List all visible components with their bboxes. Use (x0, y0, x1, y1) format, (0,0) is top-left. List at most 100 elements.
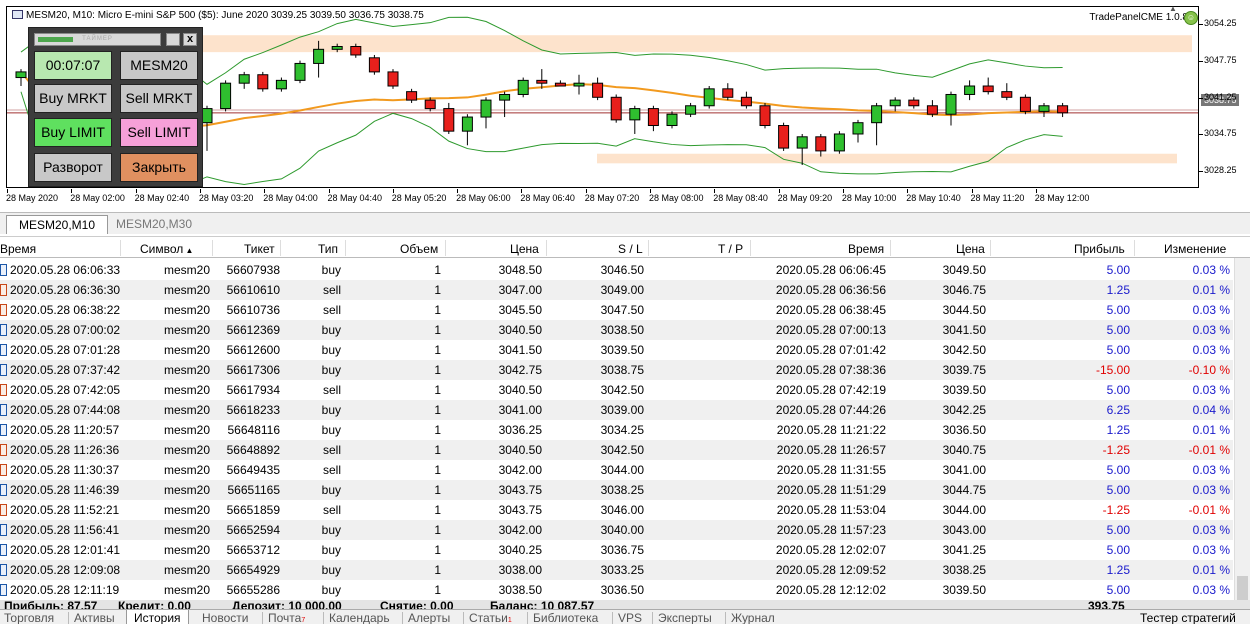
column-divider[interactable] (345, 240, 346, 256)
table-cell: 5.00 (1106, 383, 1130, 397)
column-header[interactable]: Изменение (1164, 242, 1227, 256)
candle-body (815, 136, 827, 152)
price-axis-label: 3054.25 (1204, 18, 1237, 29)
column-header[interactable]: Время (848, 242, 885, 256)
chart-tab-m30[interactable]: MESM20,M30 (116, 217, 193, 231)
table-row[interactable]: 2020.05.28 07:42:05 mesm20 56617934 sell 1 30… (0, 380, 1233, 400)
toolbox-tab[interactable]: Статьи1 (469, 610, 512, 624)
toolbox-tab[interactable]: История (126, 610, 189, 624)
table-row[interactable]: 2020.05.28 12:09:08 mesm20 56654929 buy 1 303… (0, 560, 1233, 580)
chart-plot-area[interactable] (6, 6, 1199, 188)
table-cell: 1 (434, 463, 441, 477)
table-cell: buy (321, 263, 341, 277)
table-row[interactable]: 2020.05.28 07:00:02 mesm20 56612369 buy 1 304… (0, 320, 1233, 340)
column-divider[interactable] (546, 240, 547, 256)
table-row[interactable]: 2020.05.28 11:52:21 mesm20 56651859 sell 1 30… (0, 500, 1233, 520)
column-header[interactable]: Объем (400, 242, 439, 256)
toolbox-tab[interactable]: Журнал (731, 610, 775, 624)
column-header[interactable]: Символ ▲ (140, 242, 194, 256)
column-divider[interactable] (1134, 240, 1135, 256)
table-cell: buy (321, 563, 341, 577)
chart-tab-m10[interactable]: MESM20,M10 (6, 215, 109, 234)
sell-market-button[interactable]: Sell MRKT (120, 84, 198, 113)
expert-smile-icon[interactable]: ☺ (1184, 11, 1198, 25)
table-row[interactable]: 2020.05.28 11:46:39 mesm20 56651165 buy 1 304… (0, 480, 1233, 500)
candle (257, 71, 269, 92)
candle-body (647, 108, 659, 127)
column-header[interactable]: T / P (718, 242, 744, 256)
candle (945, 91, 957, 126)
buy-limit-button[interactable]: Buy LIMIT (34, 118, 112, 147)
time-axis-tick (135, 189, 137, 193)
strategy-tester-tab[interactable]: Тестер стратегий (1140, 611, 1236, 624)
scrollbar-thumb[interactable] (1237, 576, 1248, 606)
column-divider[interactable] (750, 240, 751, 256)
table-row[interactable]: 2020.05.28 06:38:22 mesm20 56610736 sell 1 30… (0, 300, 1233, 320)
toolbox-tab[interactable]: Торговля (4, 610, 54, 624)
table-cell: 1 (434, 323, 441, 337)
table-row[interactable]: 2020.05.28 07:01:28 mesm20 56612600 buy 1 304… (0, 340, 1233, 360)
column-divider[interactable] (648, 240, 649, 256)
candle-body (201, 108, 213, 124)
column-header[interactable]: Цена (956, 242, 985, 256)
table-cell: 2020.05.28 11:46:39 (10, 483, 120, 497)
table-row[interactable]: 2020.05.28 11:20:57 mesm20 56648116 buy 1 303… (0, 420, 1233, 440)
vertical-scrollbar[interactable] (1234, 258, 1250, 608)
candle-body (238, 74, 250, 84)
close-position-button[interactable]: Закрыть (120, 153, 198, 182)
toolbox-tab[interactable]: Новости (202, 610, 248, 624)
column-header[interactable]: Тип (318, 242, 339, 256)
toolbox-tab[interactable]: Алерты (408, 610, 450, 624)
table-row[interactable]: 2020.05.28 07:44:08 mesm20 56618233 buy 1 304… (0, 400, 1233, 420)
time-axis-tick (778, 189, 780, 193)
candle-body (313, 48, 325, 64)
toolbox-tab[interactable]: Активы (74, 610, 115, 624)
candle (15, 69, 27, 87)
table-row[interactable]: 2020.05.28 11:56:41 mesm20 56652594 buy 1 304… (0, 520, 1233, 540)
toolbox-tab[interactable]: Календарь (329, 610, 390, 624)
toolbox-tab[interactable]: Эксперты (658, 610, 712, 624)
table-cell: 1 (434, 283, 441, 297)
table-row[interactable]: 2020.05.28 06:06:33 mesm20 56607938 buy 1 304… (0, 260, 1233, 280)
candle (778, 122, 790, 151)
table-row[interactable]: 2020.05.28 11:26:36 mesm20 56648892 sell 1 30… (0, 440, 1233, 460)
toolbox-tab[interactable]: Библиотека (533, 610, 598, 624)
table-row[interactable]: 2020.05.28 12:11:19 mesm20 56655286 buy 1 303… (0, 580, 1233, 600)
column-divider[interactable] (212, 240, 213, 256)
panel-close-button[interactable]: x (183, 33, 197, 46)
column-header[interactable]: Время (0, 242, 37, 256)
panel-minimize-button[interactable] (166, 33, 180, 46)
table-cell: 56652594 (226, 523, 280, 537)
table-row[interactable]: 2020.05.28 07:37:42 mesm20 56617306 buy 1 304… (0, 360, 1233, 380)
column-header[interactable]: Тикет (244, 242, 275, 256)
column-divider[interactable] (990, 240, 991, 256)
column-header[interactable]: Прибыль (1074, 242, 1125, 256)
symbol-button[interactable]: MESM20 (120, 51, 198, 80)
candle-body (424, 99, 436, 110)
table-row[interactable]: 2020.05.28 06:36:30 mesm20 56610610 sell 1 30… (0, 280, 1233, 300)
column-header[interactable]: Цена (510, 242, 539, 256)
trade-panel[interactable]: ТАЙМЕР x 00:07:07 MESM20 Buy MRKT Sell M… (28, 27, 203, 187)
column-divider[interactable] (280, 240, 281, 256)
column-divider[interactable] (445, 240, 446, 256)
reverse-button[interactable]: Разворот (34, 153, 112, 182)
toolbox-tab[interactable]: Почта7 (268, 610, 305, 624)
table-row[interactable]: 2020.05.28 11:30:37 mesm20 56649435 sell 1 30… (0, 460, 1233, 480)
sell-limit-button[interactable]: Sell LIMIT (120, 118, 198, 147)
table-cell: -1.25 (1102, 443, 1130, 457)
column-divider[interactable] (120, 240, 121, 256)
column-divider[interactable] (890, 240, 891, 256)
table-cell (648, 300, 746, 320)
buy-market-button[interactable]: Buy MRKT (34, 84, 112, 113)
scroll-up-icon[interactable]: ▲ (1169, 4, 1177, 13)
candle-body (368, 57, 380, 73)
table-row[interactable]: 2020.05.28 12:01:41 mesm20 56653712 buy 1 304… (0, 540, 1233, 560)
buy-deal-icon (0, 264, 7, 276)
toolbox-tab[interactable]: VPS (618, 610, 642, 624)
table-cell (648, 340, 746, 360)
column-header[interactable]: S / L (618, 242, 643, 256)
candle (964, 80, 976, 101)
table-cell (648, 460, 746, 480)
table-cell: 3039.00 (600, 403, 644, 417)
table-cell: buy (321, 403, 341, 417)
